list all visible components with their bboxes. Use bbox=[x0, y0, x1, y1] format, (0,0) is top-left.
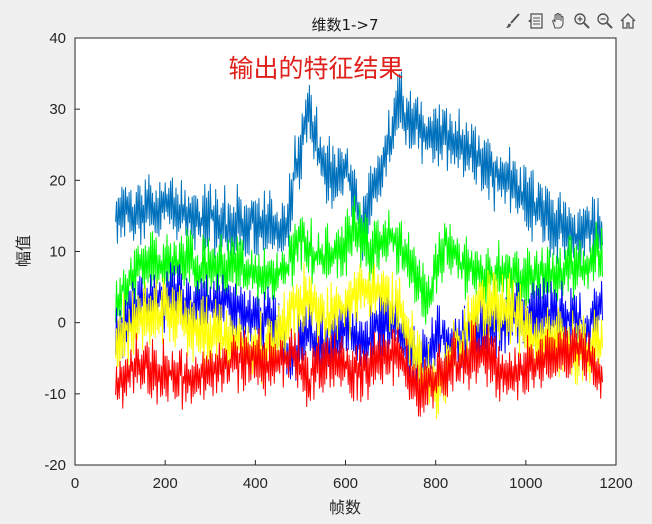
axes-box bbox=[74, 37, 617, 466]
annotation-text: 输出的特征结果 bbox=[228, 54, 403, 83]
y-tick-label: 20 bbox=[49, 172, 66, 189]
chart-title: 维数1->7 bbox=[311, 16, 378, 34]
zoom-out-icon[interactable] bbox=[594, 10, 615, 31]
zoom-in-icon[interactable] bbox=[571, 10, 592, 31]
home-icon[interactable] bbox=[617, 10, 638, 31]
x-axis-label: 帧数 bbox=[329, 498, 361, 517]
y-axis-label: 幅值 bbox=[14, 235, 33, 267]
x-tick-label: 0 bbox=[71, 475, 79, 492]
data-tips-icon[interactable] bbox=[525, 10, 546, 31]
x-tick-label: 1000 bbox=[509, 475, 542, 492]
y-tick-label: -10 bbox=[44, 386, 66, 403]
tick-layer: 0 200 400 600 800 1000 1200 -20 -10 0 10 20 30 40 bbox=[44, 30, 632, 492]
y-tick-label: 0 bbox=[58, 315, 66, 332]
y-tick-label: 10 bbox=[49, 244, 66, 261]
y-tick-label: 40 bbox=[49, 30, 66, 47]
series-layer bbox=[115, 71, 603, 420]
brush-icon[interactable] bbox=[502, 10, 523, 31]
x-tick-label: 1200 bbox=[599, 475, 632, 492]
pan-hand-icon[interactable] bbox=[548, 10, 569, 31]
x-tick-label: 200 bbox=[153, 475, 178, 492]
series-line-5 bbox=[115, 320, 603, 417]
x-tick-label: 600 bbox=[333, 475, 358, 492]
x-tick-label: 800 bbox=[423, 475, 448, 492]
x-tick-label: 400 bbox=[243, 475, 268, 492]
series-line-4 bbox=[115, 262, 603, 420]
y-tick-label: -20 bbox=[44, 457, 66, 474]
axes-toolbar bbox=[502, 10, 638, 31]
series-line-2 bbox=[115, 195, 603, 325]
y-tick-label: 30 bbox=[49, 101, 66, 118]
